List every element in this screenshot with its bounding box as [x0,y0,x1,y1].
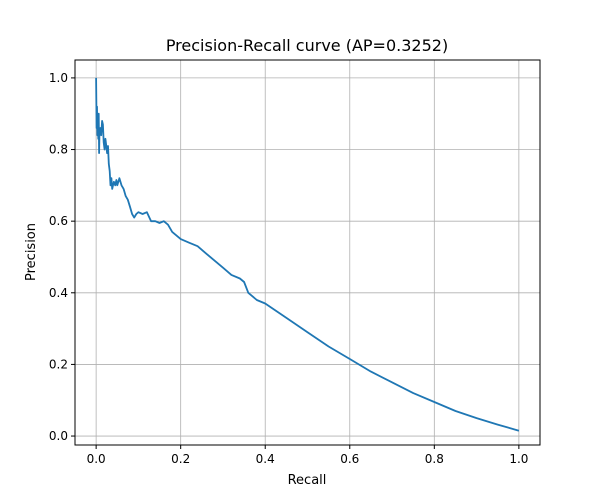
plot-area: 0.0 0.2 0.4 0.6 0.8 1.0 0.0 0.2 0.4 0.6 0.8 1.0 [49,59,541,466]
y-axis-ticks: 0.0 0.2 0.4 0.6 0.8 1.0 [49,71,75,443]
pr-curve-line [95,77,520,432]
y-tick-label: 1.0 [49,71,68,85]
x-tick-label: 0.4 [256,452,275,466]
grid-lines [75,60,540,445]
y-tick-label: 0.4 [49,286,68,300]
x-tick-label: 0.2 [171,452,190,466]
series-layer [95,77,520,432]
y-tick-label: 0.6 [49,214,68,228]
y-tick-label: 0.2 [49,357,68,371]
y-axis-label: Precision [24,223,39,281]
x-tick-label: 0.8 [425,452,444,466]
x-axis-label: Recall [288,473,327,488]
x-tick-label: 1.0 [509,452,528,466]
y-tick-label: 0.8 [49,143,68,157]
plot-frame [74,59,541,446]
x-tick-label: 0.6 [340,452,359,466]
plot-background [75,60,540,445]
x-tick-label: 0.0 [87,452,106,466]
chart-title: Precision-Recall curve (AP=0.3252) [166,36,448,55]
y-tick-label: 0.0 [49,429,68,443]
x-axis-ticks: 0.0 0.2 0.4 0.6 0.8 1.0 [87,445,528,466]
